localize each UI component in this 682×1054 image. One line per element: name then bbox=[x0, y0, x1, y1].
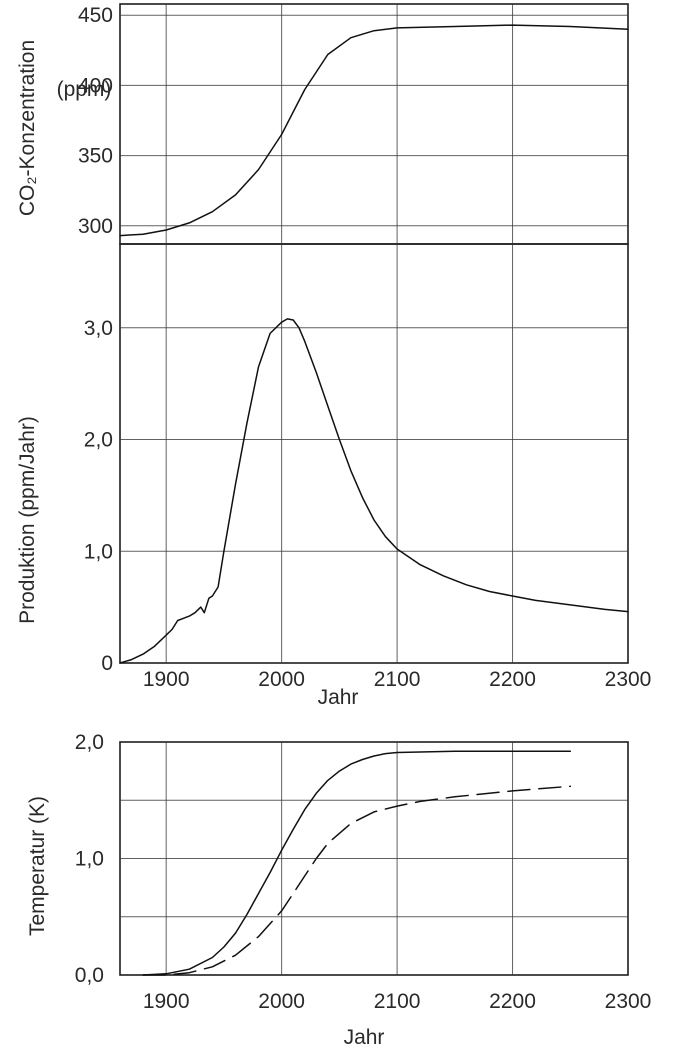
temperature-x-tick-label: 2300 bbox=[605, 990, 652, 1013]
temperature-y-axis-label: Temperatur (K) bbox=[26, 796, 49, 936]
temperature-series-line-solid bbox=[142, 750, 572, 976]
production-x-tick-label: 2200 bbox=[489, 668, 536, 691]
co2-y-axis-unit: (ppm) bbox=[57, 78, 112, 101]
co2-y-tick-labels: 300 350 400 450 bbox=[78, 4, 113, 238]
temperature-x-tick-label: 2100 bbox=[374, 990, 421, 1013]
production-y-tick-label: 0 bbox=[101, 652, 113, 675]
temperature-series-line-dashed bbox=[142, 785, 572, 976]
co2-y-axis-label: CO₂-Konzentration bbox=[16, 40, 39, 216]
production-y-tick-label: 2,0 bbox=[84, 429, 113, 452]
co2-concentration-panel: 300 350 400 450 CO₂-Konzentration (ppm) bbox=[16, 3, 629, 245]
co2-y-tick-label: 450 bbox=[78, 4, 113, 27]
production-panel-frame bbox=[119, 243, 629, 664]
production-x-tick-label: 2000 bbox=[258, 668, 305, 691]
production-y-tick-labels: 0 1,0 2,0 3,0 bbox=[84, 317, 113, 675]
production-y-tick-label: 1,0 bbox=[84, 540, 113, 563]
co2-y-tick-label: 400 bbox=[78, 74, 113, 97]
production-x-tick-labels: 1900 2000 2100 2200 2300 bbox=[143, 668, 652, 691]
temperature-gridlines bbox=[120, 742, 628, 975]
temperature-panel: 0,0 1,0 2,0 1900 2000 2100 2200 2300 Temperatu… bbox=[26, 731, 651, 1049]
production-gridlines bbox=[120, 244, 628, 663]
production-series-line-solid bbox=[119, 318, 629, 664]
temperature-y-tick-label: 1,0 bbox=[75, 848, 104, 871]
production-x-tick-label: 1900 bbox=[143, 668, 190, 691]
co2-panel-frame bbox=[119, 3, 629, 245]
production-panel: 0 1,0 2,0 3,0 1900 2000 2100 2200 2300 Produkti… bbox=[16, 243, 652, 709]
production-x-tick-label: 2300 bbox=[605, 668, 652, 691]
production-y-axis-label: Produktion (ppm/Jahr) bbox=[16, 416, 39, 624]
co2-gridlines bbox=[120, 4, 628, 244]
temperature-series bbox=[142, 750, 572, 976]
co2-y-tick-label: 300 bbox=[78, 215, 113, 238]
temperature-x-axis-label: Jahr bbox=[344, 1026, 385, 1049]
temperature-y-tick-label: 0,0 bbox=[75, 964, 104, 987]
co2-y-tick-label: 350 bbox=[78, 145, 113, 168]
production-series bbox=[119, 318, 629, 664]
temperature-y-tick-label: 2,0 bbox=[75, 731, 104, 754]
temperature-x-tick-label: 1900 bbox=[143, 990, 190, 1013]
temperature-x-tick-labels: 1900 2000 2100 2200 2300 bbox=[143, 990, 652, 1013]
co2-series bbox=[119, 24, 629, 237]
production-x-axis-label: Jahr bbox=[318, 686, 359, 709]
temperature-x-tick-label: 2200 bbox=[489, 990, 536, 1013]
temperature-y-tick-labels: 0,0 1,0 2,0 bbox=[75, 731, 104, 987]
production-x-tick-label: 2100 bbox=[374, 668, 421, 691]
production-y-tick-label: 3,0 bbox=[84, 317, 113, 340]
co2-series-line-solid bbox=[119, 24, 629, 237]
temperature-x-tick-label: 2000 bbox=[258, 990, 305, 1013]
